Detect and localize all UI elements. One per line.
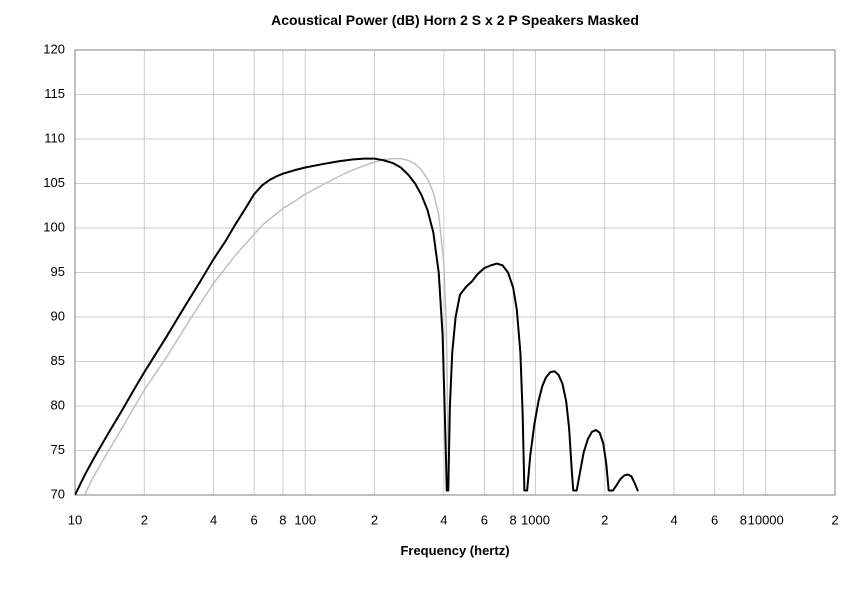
x-tick-label: 1000: [521, 513, 550, 528]
y-tick-label: 95: [51, 264, 65, 279]
chart-container: 70 75 80 85 90 95 100 105 110 115 120 10 2 4 6 8 100 2 4 6 8…: [0, 0, 862, 595]
x-tick-label: 10000: [748, 513, 784, 528]
y-tick-label: 75: [51, 442, 65, 457]
x-tick-label: 6: [711, 513, 718, 528]
x-tick-label: 6: [481, 513, 488, 528]
y-tick-label: 115: [44, 86, 65, 101]
y-tick-label: 110: [44, 130, 65, 145]
x-tick-label: 6: [251, 513, 258, 528]
x-tick-label: 2: [371, 513, 378, 528]
x-tick-label: 10: [68, 513, 82, 528]
y-tick-label: 120: [43, 41, 65, 56]
y-tick-label: 90: [51, 308, 65, 323]
x-tick-label: 4: [210, 513, 217, 528]
chart-title: Acoustical Power (dB) Horn 2 S x 2 P Spe…: [271, 12, 639, 28]
y-tick-label: 70: [51, 486, 65, 501]
y-tick-label: 80: [51, 397, 65, 412]
y-tick-label: 105: [43, 175, 65, 190]
x-axis-label: Frequency (hertz): [400, 543, 509, 558]
x-tick-label: 2: [141, 513, 148, 528]
y-tick-label: 100: [43, 219, 65, 234]
x-tick-label: 8: [740, 513, 747, 528]
x-tick-label: 4: [440, 513, 447, 528]
y-tick-label: 85: [51, 353, 65, 368]
chart-svg: 70 75 80 85 90 95 100 105 110 115 120 10 2 4 6 8 100 2 4 6 8…: [0, 0, 862, 595]
x-tick-label: 4: [670, 513, 677, 528]
x-tick-label: 8: [279, 513, 286, 528]
x-tick-label: 8: [510, 513, 517, 528]
x-tick-label: 2: [601, 513, 608, 528]
x-tick-label: 100: [294, 513, 316, 528]
x-tick-label: 2: [831, 513, 838, 528]
